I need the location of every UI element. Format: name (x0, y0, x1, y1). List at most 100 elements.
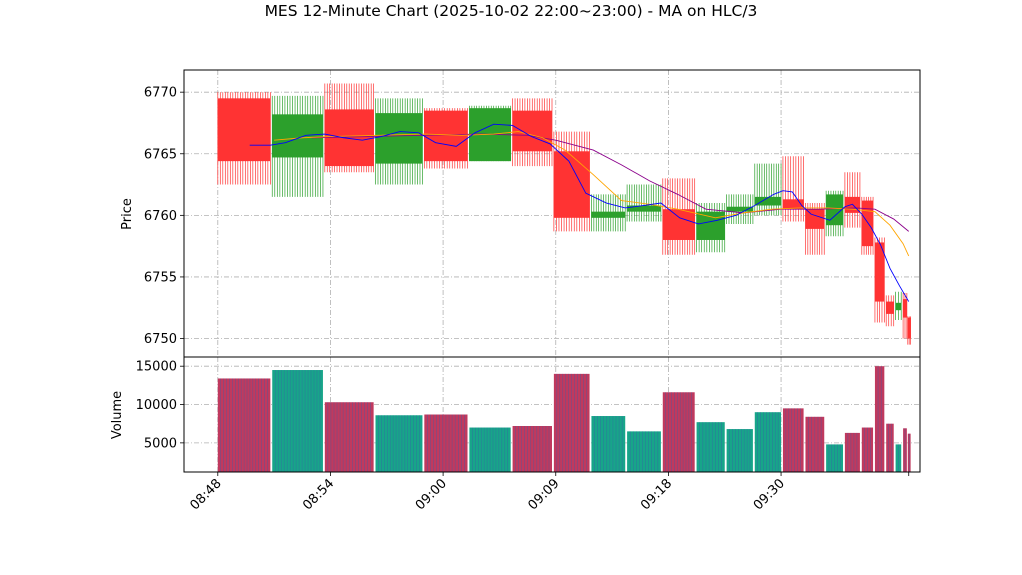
volume-bar-stripes (665, 392, 693, 472)
volume-bar-stripes (699, 422, 722, 472)
volume-bar (861, 427, 874, 472)
volume-bar-stripes (515, 426, 550, 472)
volume-bar (903, 428, 907, 472)
candle (423, 108, 468, 169)
volume-bar-fill (726, 429, 753, 472)
candle-body (696, 211, 725, 240)
ma-mid-line (274, 131, 910, 257)
volume-bar-stripes (847, 432, 858, 472)
volume-bars (217, 366, 911, 472)
candle-body (903, 299, 907, 318)
volume-bar-fill (272, 370, 323, 472)
candle-body (591, 211, 626, 218)
candle-body (754, 196, 782, 206)
volume-bar (844, 432, 860, 472)
volume-bar-stripes (472, 427, 508, 472)
candle (895, 291, 902, 321)
volume-bar-stripes (556, 373, 587, 472)
volume-bar-stripes (828, 444, 841, 472)
volume-bar-fill (844, 432, 860, 472)
volume-bar-stripes (877, 366, 882, 472)
volume-bar (895, 444, 902, 472)
volume-axis-label: Volume (110, 391, 125, 439)
candle (902, 292, 908, 339)
volume-bar-fill (627, 431, 661, 472)
volume-y-axis: 5000 10000 15000 (136, 360, 184, 451)
candle (662, 178, 696, 255)
candle (512, 98, 553, 167)
volume-tick-label: 10000 (136, 398, 177, 413)
volume-bar-stripes (757, 412, 779, 472)
candle-body (553, 151, 590, 218)
candle (271, 95, 324, 197)
candle (907, 316, 911, 345)
candle (324, 83, 374, 173)
volume-bar (553, 373, 590, 472)
volume-bar (272, 370, 323, 472)
volume-bar (886, 423, 894, 472)
candle-body (726, 206, 753, 212)
volume-bar-fill (591, 416, 626, 472)
candle (861, 196, 874, 255)
candle (754, 163, 782, 216)
volume-bar (907, 433, 911, 472)
candle-body (272, 114, 323, 158)
volume-bar (469, 427, 511, 472)
volume-bar (591, 416, 626, 472)
candle (844, 172, 861, 228)
candle (469, 105, 512, 162)
candle-body (627, 205, 661, 212)
volume-bar (782, 408, 804, 472)
candle-body (424, 110, 468, 162)
candle (553, 131, 590, 232)
volume-bar (696, 422, 725, 472)
price-tick-label: 6770 (144, 86, 177, 101)
candle-wick (626, 184, 662, 222)
candle-wick (754, 163, 782, 216)
price-tick-label: 6750 (144, 332, 177, 347)
volume-bar-stripes (378, 415, 420, 472)
volume-bar-stripes (274, 370, 321, 472)
candle-body (886, 301, 894, 314)
volume-bar (726, 429, 753, 472)
candle-body (782, 199, 804, 210)
candle (217, 92, 271, 185)
candle-body (826, 194, 844, 226)
volume-bar (375, 415, 423, 472)
candle (805, 203, 825, 255)
volume-bar-fill (874, 366, 885, 472)
volume-bar-fill (754, 412, 782, 472)
candle-body (375, 113, 423, 164)
candle (874, 237, 885, 323)
volume-bar (627, 431, 661, 472)
price-y-axis: 6750 6755 6760 6765 6770 (144, 86, 184, 347)
candle-body (324, 109, 374, 167)
volume-bar-stripes (594, 416, 623, 472)
candle (375, 98, 423, 185)
volume-tick-label: 15000 (136, 360, 177, 375)
volume-bar-fill (662, 392, 695, 472)
candle-body (805, 209, 825, 229)
candle-body (874, 242, 885, 302)
volume-bar-stripes (220, 378, 268, 472)
volume-bar (805, 416, 825, 472)
volume-bar-stripes (427, 414, 465, 472)
volume-bar-stripes (327, 402, 371, 472)
volume-bar (826, 444, 844, 472)
volume-bar (324, 402, 374, 472)
moving-average-lines (249, 123, 910, 302)
volume-bar-stripes (864, 427, 871, 472)
volume-bar (662, 392, 695, 472)
volume-bar-stripes (808, 416, 822, 472)
volume-bar (512, 426, 552, 472)
volume-bar-fill (886, 423, 894, 472)
candle (591, 194, 626, 232)
volume-bar-fill (696, 422, 725, 472)
candle (885, 295, 895, 327)
candle (626, 184, 662, 222)
candle-body (861, 200, 874, 247)
candle-body (512, 110, 552, 152)
volume-bar-stripes (888, 423, 892, 472)
ma-fast-line (249, 123, 910, 302)
